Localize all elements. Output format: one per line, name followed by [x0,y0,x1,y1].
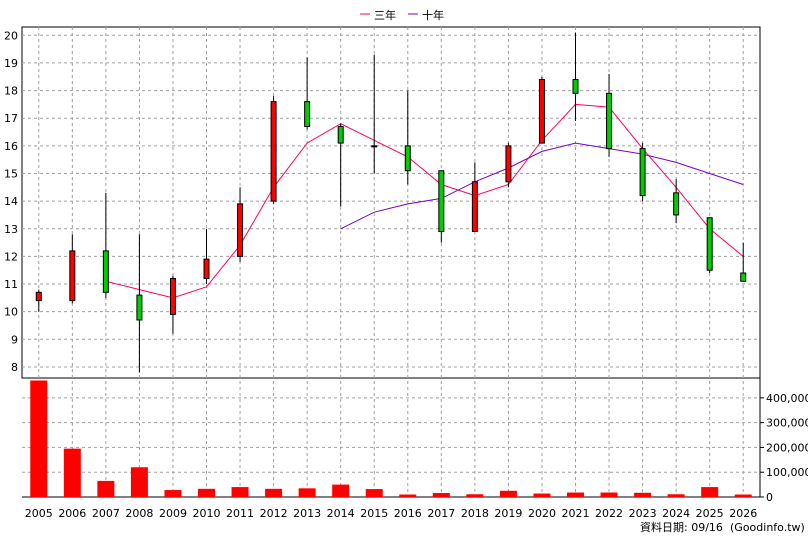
price-panel-frame [21,26,761,379]
candle-body-down [337,125,344,144]
x-tick-label: 2009 [159,507,187,520]
x-tick-label: 2020 [528,507,556,520]
price-tick-label: 17 [4,112,18,125]
candle-body-down [572,79,579,94]
volume-bar [265,488,283,497]
x-tick-label: 2010 [193,507,221,520]
volume-bar [600,492,618,497]
volume-bar [231,487,249,497]
volume-bar [130,467,148,497]
volume-bar [567,492,584,497]
price-tick-label: 15 [4,167,18,180]
candle-body-up [371,145,378,148]
x-tick-label: 2026 [729,507,757,520]
x-tick-label: 2007 [92,507,120,520]
x-tick-label: 2021 [562,507,590,520]
candle-body-up [471,181,478,233]
volume-tick-label: 200,000 [766,441,808,454]
price-tick-label: 18 [4,85,18,98]
candle-body-down [404,145,411,172]
volume-bar [164,490,182,497]
plot-area: 2005 2006 2007 2008 2009 2010 2011 2012 2013 2014… [4,26,808,520]
candle-body-up [69,250,76,302]
volume-tick-label: 100,000 [766,466,808,479]
volume-bar [432,493,450,497]
price-tick-label: 20 [4,29,18,42]
candle-body-up [505,145,512,183]
legend: 三年 十年 [360,8,444,22]
volume-tick-label: 0 [766,491,773,504]
x-tick-label: 2013 [293,507,321,520]
volume-bar [298,488,316,497]
price-tick-label: 8 [11,361,18,374]
x-tick-label: 2015 [360,507,388,520]
candle-body-down [136,294,143,321]
x-tick-label: 2012 [260,507,288,520]
price-tick-label: 12 [4,250,18,263]
candle-body-down [740,272,747,282]
volume-bar [30,380,48,497]
candle-body-down [673,192,680,216]
footer-date: 資料日期: 09/16 [640,520,723,534]
price-tick-label: 14 [4,195,18,208]
price-tick-label: 10 [4,306,18,319]
price-tick-label: 9 [11,333,18,346]
candle-body-down [438,170,445,233]
x-tick-label: 2017 [427,507,455,520]
ma3-line [105,103,744,299]
x-tick-label: 2006 [58,507,86,520]
x-tick-label: 2016 [394,507,422,520]
volume-bar [198,488,215,497]
candle-body-up [169,278,176,315]
x-tick-label: 2011 [226,507,254,520]
volume-bar [701,487,719,497]
volume-tick-label: 400,000 [766,392,808,405]
volume-bar [97,480,115,497]
footer-source: (Goodinfo.tw) [730,521,805,534]
x-tick-label: 2008 [125,507,153,520]
candle-body-down [606,92,613,150]
candle-body-up [270,101,277,202]
volume-bar [365,489,383,497]
volume-bar [332,484,350,497]
x-tick-label: 2022 [595,507,623,520]
candle-body-up [203,258,210,280]
price-tick-label: 19 [4,57,18,70]
candle-body-down [706,217,713,271]
volume-bar [533,493,551,497]
volume-bar [63,448,81,497]
x-tick-label: 2018 [461,507,489,520]
price-tick-label: 11 [4,278,18,291]
volume-bar [734,494,752,497]
candle-body-down [304,101,311,127]
legend-ma10-label: 十年 [422,8,444,22]
volume-bar [667,494,685,497]
candle-body-up [237,203,244,257]
volume-bar [466,494,484,497]
price-tick-label: 16 [4,140,18,153]
legend-ma3-label: 三年 [374,8,396,22]
volume-tick-label: 300,000 [766,417,808,430]
volume-bar [399,494,417,497]
x-tick-label: 2005 [25,507,53,520]
candle-body-up [35,291,42,302]
ma10-line [340,142,744,230]
candle-body-down [102,250,109,293]
x-tick-label: 2023 [629,507,657,520]
x-tick-label: 2025 [696,507,724,520]
x-tick-label: 2024 [662,507,690,520]
price-tick-label: 13 [4,223,18,236]
volume-bar [634,492,652,497]
x-tick-label: 2019 [494,507,522,520]
candle-body-up [538,79,545,144]
volume-bar [499,490,517,497]
candle-body-down [639,148,646,197]
x-tick-label: 2014 [327,507,355,520]
